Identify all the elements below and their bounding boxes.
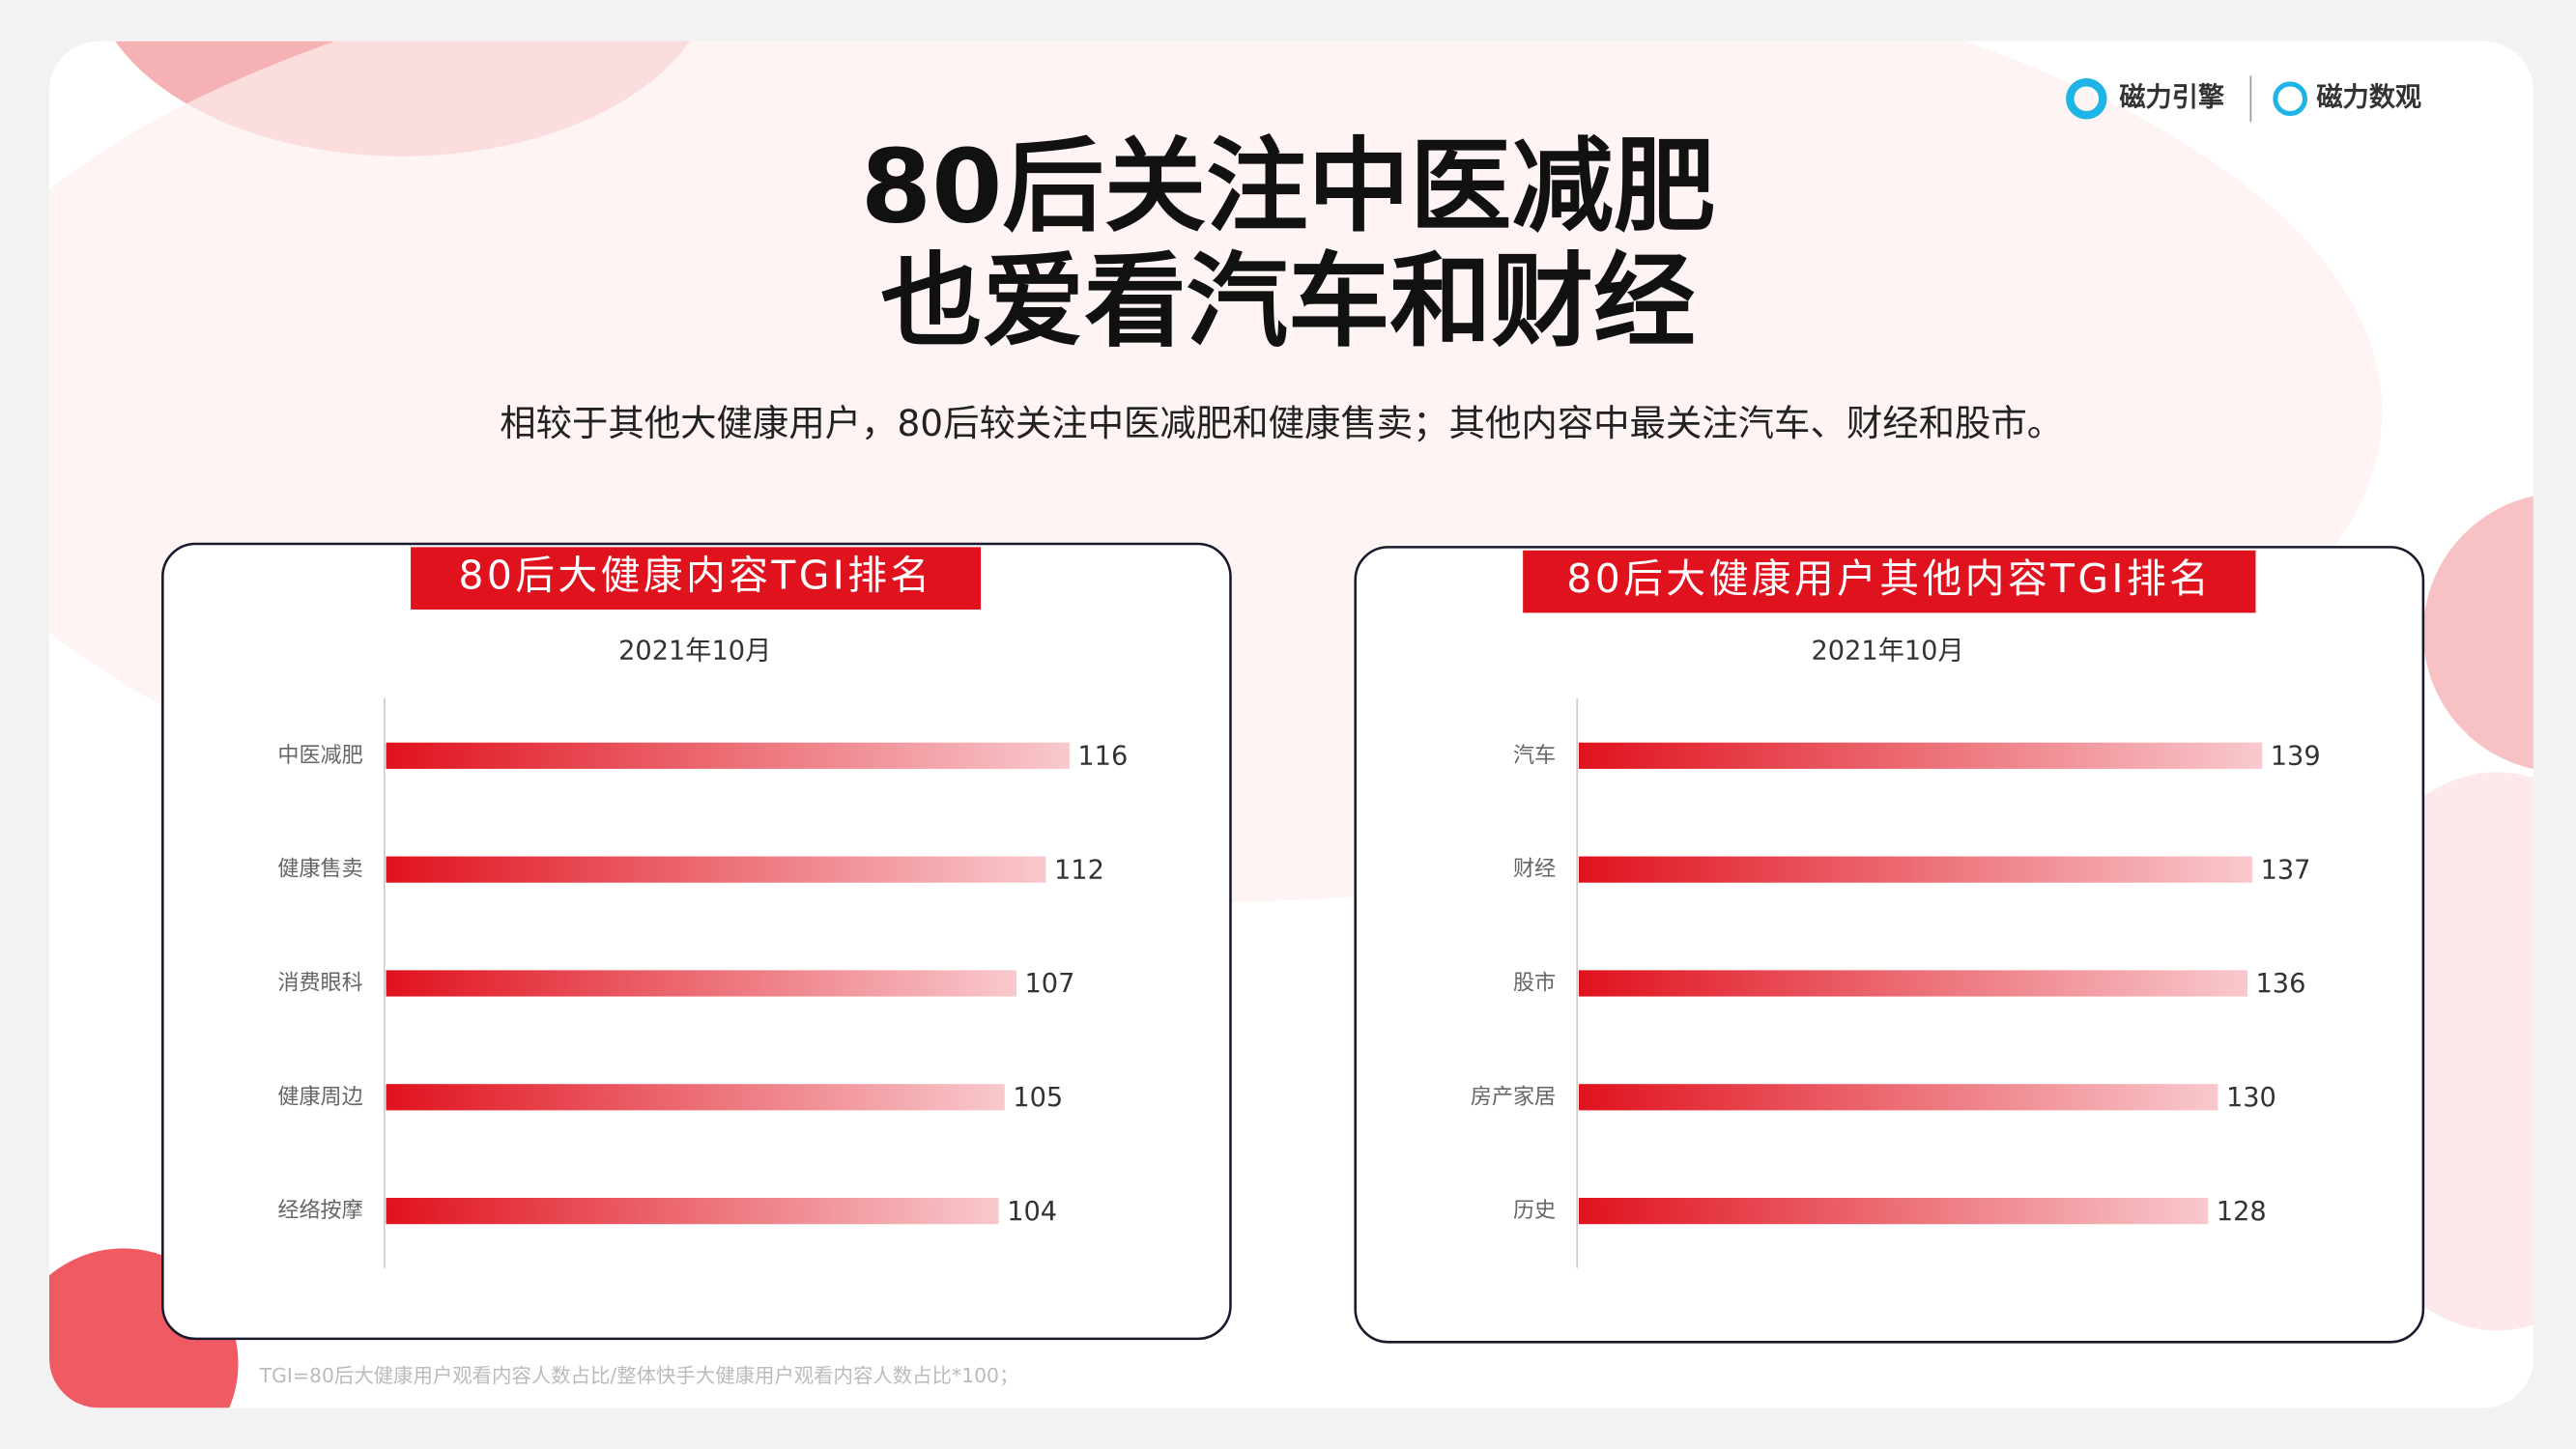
category-label: 汽车 bbox=[1513, 743, 1556, 768]
chart-subtitle: 2021年10月 bbox=[618, 637, 771, 667]
value-label: 107 bbox=[1024, 969, 1074, 999]
chart-subtitle: 2021年10月 bbox=[1812, 637, 1964, 667]
bar bbox=[1578, 856, 2253, 883]
bar bbox=[386, 742, 1070, 769]
category-label: 健康周边 bbox=[277, 1084, 362, 1109]
category-label: 健康售卖 bbox=[277, 857, 362, 882]
bar bbox=[1578, 1084, 2218, 1111]
value-label: 136 bbox=[2255, 969, 2305, 999]
bar bbox=[1578, 1198, 2209, 1225]
bar bbox=[386, 856, 1046, 883]
bar bbox=[386, 1198, 999, 1225]
chart-title-banner bbox=[411, 547, 982, 610]
value-label: 104 bbox=[1007, 1197, 1057, 1227]
bar bbox=[386, 970, 1016, 997]
title: 80后关注中医减肥 bbox=[861, 128, 1716, 246]
value-label: 130 bbox=[2226, 1083, 2276, 1113]
logo: 磁力引擎 磁力数观 bbox=[2066, 75, 2421, 123]
bar bbox=[1578, 970, 2247, 997]
value-label: 137 bbox=[2261, 855, 2311, 885]
value-label: 139 bbox=[2271, 742, 2321, 772]
value-label: 116 bbox=[1077, 742, 1128, 772]
chart-title: 80后大健康内容TGI排名 bbox=[459, 553, 933, 599]
category-label: 历史 bbox=[1513, 1198, 1556, 1223]
value-label: 112 bbox=[1054, 855, 1104, 885]
bar bbox=[386, 1084, 1005, 1111]
value-label: 128 bbox=[2217, 1197, 2267, 1227]
value-label: 105 bbox=[1013, 1083, 1063, 1113]
category-label: 股市 bbox=[1513, 970, 1556, 995]
category-label: 中医减肥 bbox=[277, 743, 362, 768]
bar bbox=[1578, 742, 2263, 769]
category-label: 经络按摩 bbox=[277, 1198, 362, 1223]
chart-title: 80后大健康用户其他内容TGI排名 bbox=[1566, 555, 2212, 602]
category-label: 财经 bbox=[1513, 857, 1556, 882]
logo-text: 磁力引擎 bbox=[2119, 82, 2225, 113]
subtitle: 相较于其他大健康用户，80后较关注中医减肥和健康售卖；其他内容中最关注汽车、财经… bbox=[500, 402, 2063, 444]
category-label: 房产家居 bbox=[1471, 1084, 1556, 1109]
logo-text: 磁力数观 bbox=[2316, 83, 2421, 113]
category-label: 消费眼科 bbox=[277, 970, 362, 995]
footnote: TGI=80后大健康用户观看内容人数占比/整体快手大健康用户观看内容人数占比*1… bbox=[259, 1364, 1019, 1387]
chart-title-banner bbox=[1523, 550, 2256, 613]
title: 也爱看汽车和财经 bbox=[880, 242, 1695, 361]
